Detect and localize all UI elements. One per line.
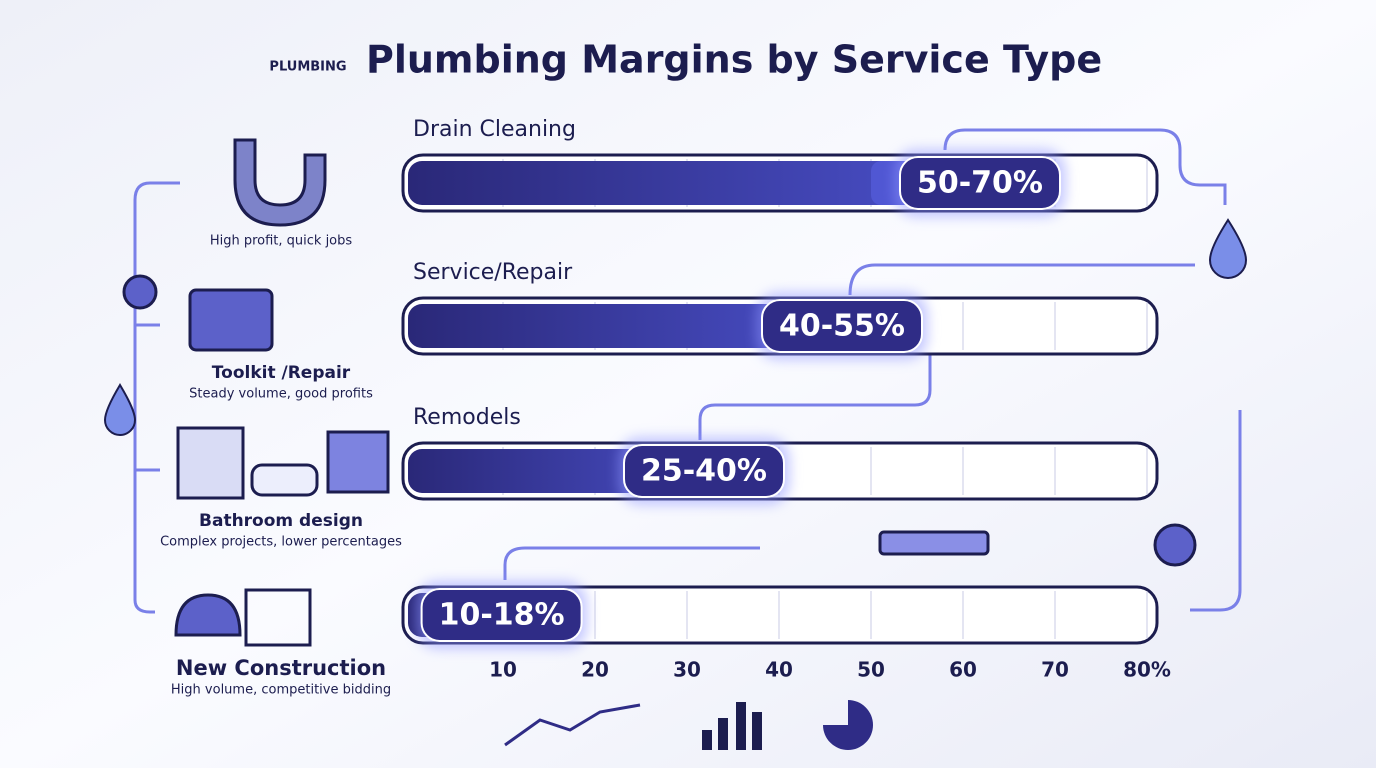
chart-title: Plumbing Margins by Service Type — [366, 38, 1102, 82]
note-text: High volume, competitive bidding — [171, 683, 391, 698]
bar-track — [401, 585, 1159, 645]
x-tick-label: 70 — [1041, 658, 1069, 682]
x-tick-label: 80% — [1123, 658, 1171, 682]
value-label: 40-55% — [779, 309, 905, 344]
note-heading: Toolkit /Repair — [212, 363, 351, 383]
category-label: Remodels — [413, 405, 521, 430]
x-tick-label: 20 — [581, 658, 609, 682]
category-label: Service/Repair — [413, 260, 573, 285]
decor-pipes — [133, 128, 1242, 614]
value-pill — [761, 299, 923, 353]
value-label: 25-40% — [641, 454, 767, 489]
note-heading: Bathroom design — [199, 511, 363, 531]
x-tick-label: 10 — [489, 658, 517, 682]
x-tick-label: 50 — [857, 658, 885, 682]
category-label: Drain Cleaning — [413, 117, 576, 142]
decor-icons — [103, 138, 1248, 750]
value-pill — [899, 156, 1061, 210]
x-tick-label: 40 — [765, 658, 793, 682]
x-tick-label: 60 — [949, 658, 977, 682]
category-label: New Construction — [176, 656, 386, 680]
note-text: High profit, quick jobs — [210, 234, 353, 249]
value-label: 50-70% — [917, 166, 1043, 201]
note-text: Complex projects, lower percentages — [160, 535, 402, 550]
x-tick-label: 30 — [673, 658, 701, 682]
logo-text: PLUMBING — [269, 60, 346, 75]
note-text: Steady volume, good profits — [189, 387, 373, 402]
value-label: 10-18% — [439, 598, 565, 633]
value-pill — [623, 444, 785, 498]
value-pill — [420, 588, 583, 642]
